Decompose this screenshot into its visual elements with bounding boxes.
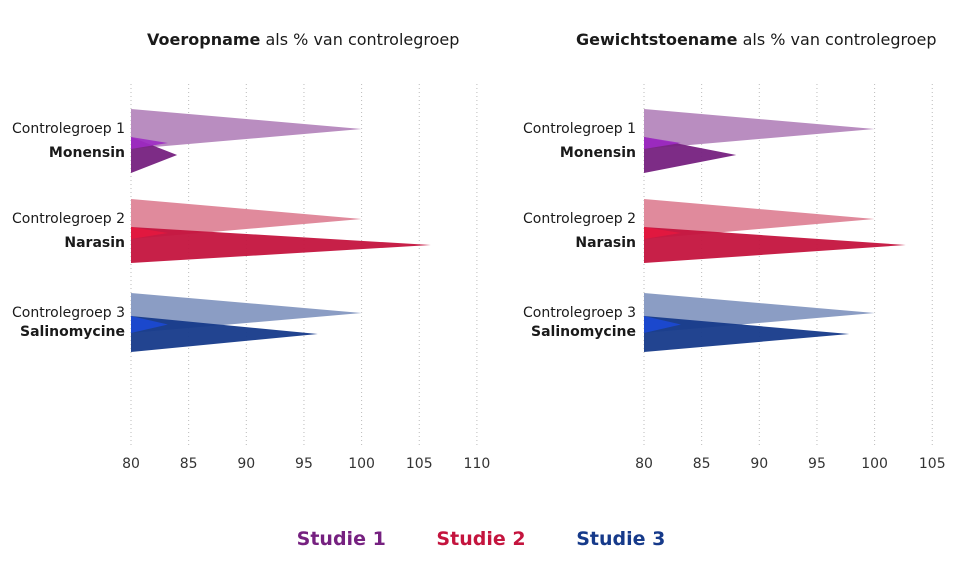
chart-title-gewichtstoename: Gewichtstoename als % van controlegroep — [576, 30, 937, 49]
x-tick-label: 105 — [919, 456, 946, 472]
x-tick-label: 90 — [750, 456, 768, 472]
control-label: Controlegroep 1 — [12, 121, 125, 137]
control-label: Controlegroep 3 — [12, 305, 125, 321]
control-bar — [644, 199, 875, 239]
control-bar — [131, 109, 362, 149]
x-tick-label: 95 — [808, 456, 826, 472]
chart-title-rest: als % van controlegroep — [737, 30, 937, 49]
treatment-label: Narasin — [64, 235, 125, 251]
control-label: Controlegroep 3 — [523, 305, 636, 321]
legend-item-studie-1: Studie 1 — [296, 528, 386, 550]
control-bar — [644, 109, 875, 149]
overlap-accent — [131, 316, 168, 333]
x-tick-label: 100 — [861, 456, 888, 472]
treatment-label: Salinomycine — [531, 324, 636, 340]
chart-title-bold: Voeropname — [147, 30, 261, 49]
x-tick-label: 90 — [237, 456, 255, 472]
overlap-accent — [131, 137, 168, 149]
x-tick-label: 95 — [295, 456, 313, 472]
treatment-bar — [131, 316, 318, 352]
treatment-bar — [131, 227, 431, 263]
chart-title-bold: Gewichtstoename — [576, 30, 738, 49]
control-bar — [131, 199, 362, 239]
treatment-label: Monensin — [560, 145, 636, 161]
x-tick-label: 80 — [635, 456, 653, 472]
overlap-accent — [644, 316, 681, 333]
x-tick-label: 110 — [464, 456, 491, 472]
chart-title-rest: als % van controlegroep — [260, 30, 460, 49]
treatment-bar — [644, 316, 850, 352]
treatment-bar — [644, 137, 737, 173]
x-tick-label: 80 — [122, 456, 140, 472]
treatment-label: Salinomycine — [20, 324, 125, 340]
x-tick-label: 105 — [406, 456, 433, 472]
control-label: Controlegroep 2 — [12, 211, 125, 227]
overlap-accent — [644, 137, 681, 149]
control-label: Controlegroep 2 — [523, 211, 636, 227]
treatment-label: Narasin — [575, 235, 636, 251]
legend-item-studie-2: Studie 2 — [436, 528, 526, 550]
x-tick-label: 85 — [180, 456, 198, 472]
overlap-accent — [131, 227, 168, 239]
chart-title-voeropname: Voeropname als % van controlegroep — [147, 30, 459, 49]
control-label: Controlegroep 1 — [523, 121, 636, 137]
x-tick-label: 85 — [693, 456, 711, 472]
treatment-label: Monensin — [49, 145, 125, 161]
legend: Studie 1 Studie 2 Studie 3 — [0, 528, 962, 550]
legend-item-studie-3: Studie 3 — [576, 528, 666, 550]
x-tick-label: 100 — [348, 456, 375, 472]
treatment-bar — [644, 227, 906, 263]
overlap-accent — [644, 227, 681, 239]
